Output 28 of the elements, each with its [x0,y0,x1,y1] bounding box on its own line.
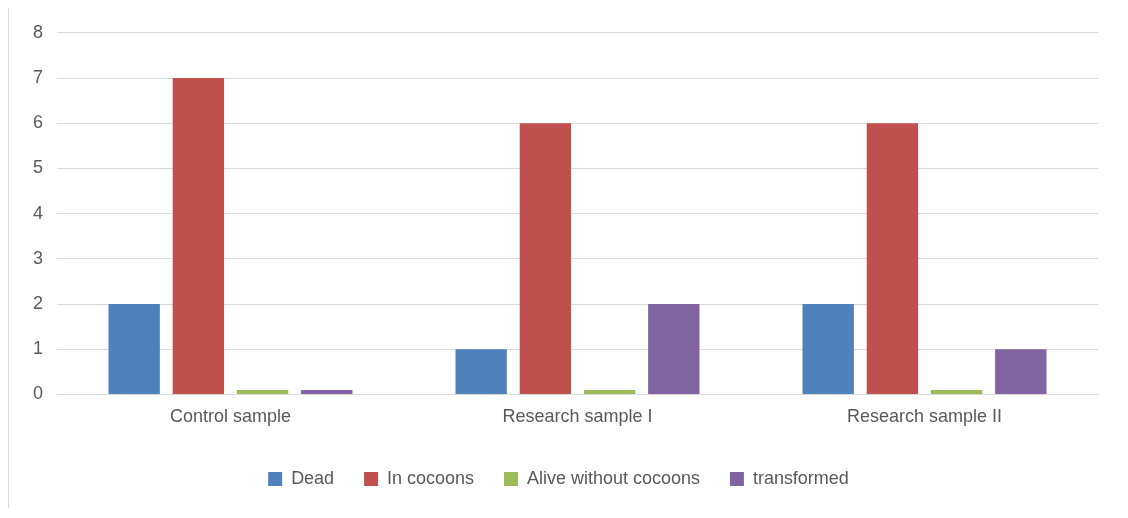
y-tick-label: 4 [32,202,43,223]
legend-label: In cocoons [387,467,475,488]
x-tick-label: Control sample [170,406,291,427]
legend-label: Alive without cocoons [527,467,700,488]
y-tick-label: 3 [32,247,43,268]
bar [802,304,854,394]
y-tick-label: 0 [32,383,43,404]
bar [455,349,507,394]
y-tick-label: 5 [32,157,43,178]
y-tick-label: 2 [32,292,43,313]
y-tick-label: 1 [32,338,43,359]
legend-label: transformed [752,467,849,488]
bar [236,389,289,394]
y-tick-label: 7 [32,66,43,87]
bar [866,123,919,394]
x-tick-label: Research sample I [502,406,653,427]
bar [108,304,160,394]
bar [583,389,636,394]
bar [648,304,700,394]
bar [995,349,1047,394]
y-tick-label: 6 [32,112,43,133]
bar [519,123,572,394]
bar [301,389,353,394]
bar [930,389,983,394]
legend-label: Dead [291,467,335,488]
bar [172,78,225,394]
y-tick-label: 8 [32,21,43,42]
x-tick-label: Research sample II [847,406,1002,427]
